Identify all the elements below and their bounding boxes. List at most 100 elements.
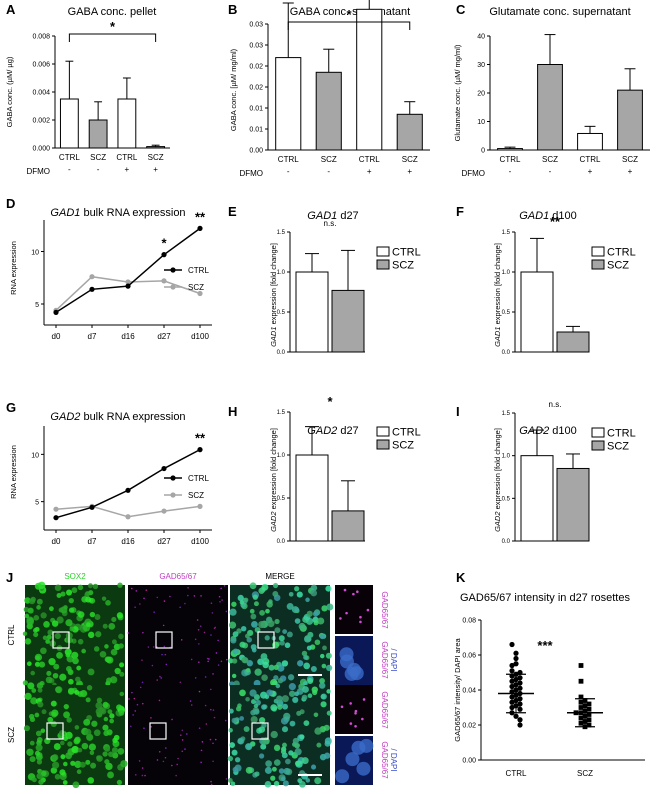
gene-name: GAD2 xyxy=(493,511,502,532)
y-tick-label: 30 xyxy=(477,62,485,69)
cell-mark xyxy=(181,750,184,753)
cell-mark xyxy=(56,616,64,624)
cell-mark xyxy=(326,664,333,672)
cell-mark xyxy=(194,677,197,679)
cell-mark xyxy=(23,725,30,732)
cell-mark xyxy=(294,691,300,697)
cell-mark xyxy=(277,704,283,710)
data-point xyxy=(161,252,167,258)
cell-mark xyxy=(95,631,102,638)
x-tick-label: CTRL xyxy=(580,155,601,164)
cell-mark xyxy=(128,698,130,700)
cell-mark xyxy=(260,653,268,660)
cell-mark xyxy=(246,660,254,667)
chart-panel-i: I GAD2 d100 0.0 0.5 1.0 1.5 GAD2 expression [f… xyxy=(456,400,636,545)
cell-mark xyxy=(24,597,31,604)
cell-mark xyxy=(340,705,344,709)
cell-mark xyxy=(294,748,302,756)
cell-mark xyxy=(34,582,42,590)
significance-bracket xyxy=(287,21,411,30)
cell-mark xyxy=(325,652,332,659)
cell-mark xyxy=(102,751,108,757)
cell-mark xyxy=(217,639,219,642)
cell-mark xyxy=(262,661,269,669)
cell-mark xyxy=(345,611,348,615)
cell-mark xyxy=(359,620,362,624)
cell-mark xyxy=(273,759,281,766)
cell-mark xyxy=(246,668,251,673)
cell-mark xyxy=(302,686,309,693)
cell-mark xyxy=(158,751,161,753)
cell-mark xyxy=(305,778,311,783)
cell-mark xyxy=(274,627,281,634)
cell-mark xyxy=(130,587,133,590)
bar xyxy=(537,64,563,151)
cell-mark xyxy=(249,582,257,590)
x-tick-label: SCZ xyxy=(90,153,106,162)
cell-mark xyxy=(105,600,111,606)
cell-mark xyxy=(228,658,234,664)
cell-mark xyxy=(72,781,80,789)
bar xyxy=(331,289,365,353)
cell-mark xyxy=(297,778,303,784)
cell-mark xyxy=(313,620,319,626)
cell-mark xyxy=(326,710,332,716)
cell-mark xyxy=(190,704,193,706)
cell-mark xyxy=(295,743,300,748)
scatter-point xyxy=(517,675,523,681)
data-point xyxy=(197,503,203,509)
cell-mark xyxy=(259,610,265,616)
cell-mark xyxy=(138,760,141,762)
cell-mark xyxy=(265,760,272,767)
cell-mark xyxy=(312,689,318,696)
data-point xyxy=(161,465,167,472)
cell-mark xyxy=(267,620,275,628)
inset-label: GAD65/67 xyxy=(380,691,389,729)
significance-star: ** xyxy=(195,209,206,224)
cell-mark xyxy=(33,628,38,633)
cell-mark xyxy=(127,632,130,634)
cell-mark xyxy=(193,595,196,597)
panel-letter: K xyxy=(456,570,466,585)
cell-mark xyxy=(63,761,68,767)
roi-box xyxy=(155,631,173,649)
chart-panel-c: C Glutamate conc. supernatant 0 10 20 30 40 Glu… xyxy=(453,2,650,178)
column-header: SOX2 xyxy=(64,572,86,581)
cell-mark xyxy=(285,758,291,765)
y-tick-label: 1.5 xyxy=(277,410,286,416)
cell-mark xyxy=(283,767,291,775)
cell-mark xyxy=(240,626,247,632)
cell-mark xyxy=(36,682,44,689)
x-tick-label: d7 xyxy=(88,537,97,546)
cell-mark xyxy=(67,687,75,695)
scatter-point xyxy=(509,699,515,705)
cell-mark xyxy=(264,781,272,788)
cell-mark xyxy=(177,757,179,760)
cell-mark xyxy=(24,613,30,619)
cell-mark xyxy=(245,766,253,774)
inset-label: GAD65/67 xyxy=(380,741,389,779)
cell-mark xyxy=(50,700,57,707)
cell-mark xyxy=(109,718,114,724)
cell-mark xyxy=(229,608,237,616)
y-tick-label: 0.01 xyxy=(249,106,263,113)
cell-mark xyxy=(118,710,125,716)
cell-mark xyxy=(85,596,92,603)
cell-mark xyxy=(258,620,266,629)
bar xyxy=(59,98,79,149)
cell-mark xyxy=(119,691,125,697)
cell-mark xyxy=(229,742,236,748)
cell-mark xyxy=(74,760,82,769)
bar xyxy=(520,271,554,353)
chart-title: GAD2 bulk RNA expression xyxy=(50,411,185,423)
inset-label-dapi: / DAPI xyxy=(389,648,398,671)
cell-mark xyxy=(111,747,118,754)
y-tick-label: 1.0 xyxy=(277,270,286,276)
cell-mark xyxy=(131,691,133,694)
cell-mark xyxy=(319,677,325,684)
y-axis-label: Glutamate conc. (µM/ mg/ml) xyxy=(453,44,462,141)
y-axis-label: GABA conc. (µM/ µg) xyxy=(5,56,14,127)
y-tick-label: 0.08 xyxy=(462,618,476,625)
cell-mark xyxy=(265,608,270,614)
